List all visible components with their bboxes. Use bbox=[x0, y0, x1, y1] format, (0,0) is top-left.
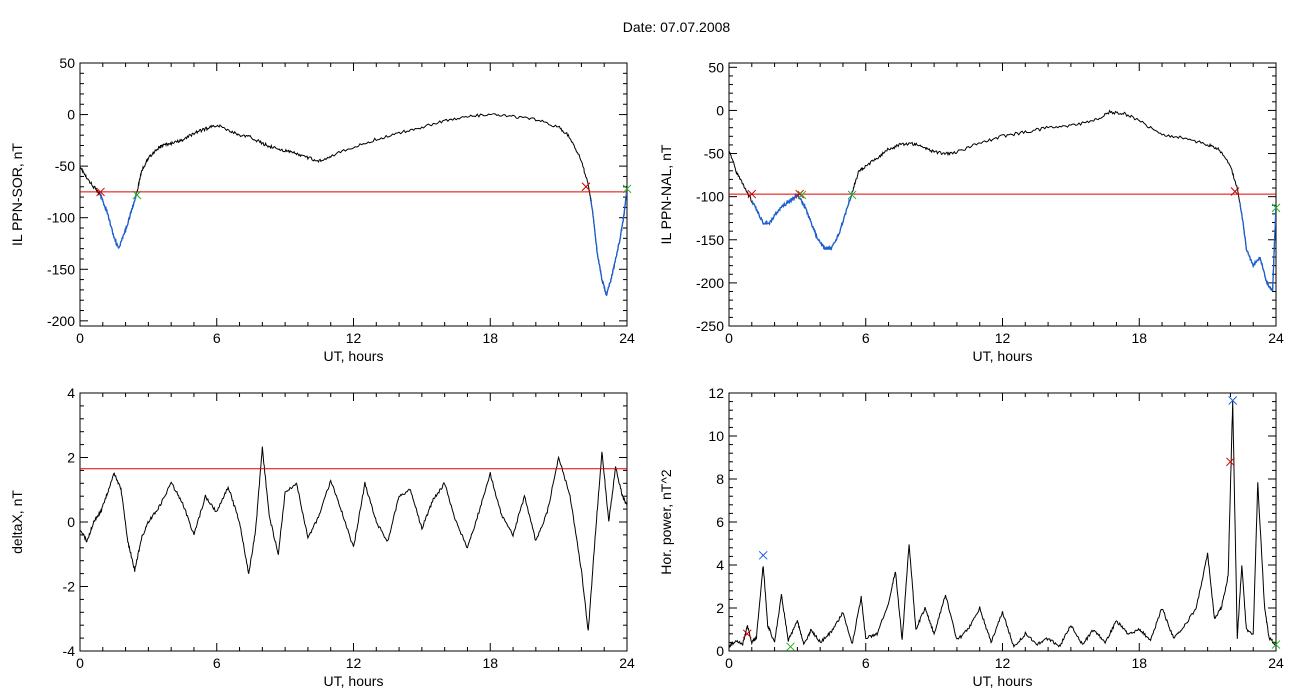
y-tick-label: 4 bbox=[67, 385, 75, 401]
series-line bbox=[729, 400, 1276, 649]
marker-blue bbox=[1228, 396, 1238, 405]
marker-green bbox=[847, 190, 857, 200]
x-tick-label: 18 bbox=[1131, 330, 1147, 346]
marker-green bbox=[132, 190, 142, 200]
figure-title: Date: 07.07.2008 bbox=[622, 19, 731, 35]
y-tick-label: 10 bbox=[708, 428, 724, 444]
highlight-segment bbox=[99, 191, 138, 249]
y-tick-label: -150 bbox=[47, 261, 75, 277]
series-line bbox=[80, 113, 627, 297]
marker-red bbox=[742, 629, 752, 639]
x-tick-label: 12 bbox=[995, 655, 1011, 671]
x-tick-label: 0 bbox=[725, 330, 733, 346]
highlight-segment bbox=[751, 191, 853, 251]
x-tick-label: 18 bbox=[1131, 655, 1147, 671]
x-axis-label: UT, hours bbox=[973, 673, 1033, 689]
y-tick-label: 8 bbox=[716, 471, 724, 487]
y-tick-label: -50 bbox=[55, 158, 75, 174]
x-tick-label: 6 bbox=[213, 330, 221, 346]
y-tick-label: 0 bbox=[67, 514, 75, 530]
y-tick-label: 2 bbox=[67, 450, 75, 466]
y-axis-label: Hor. power, nT^2 bbox=[658, 469, 674, 575]
highlight-segment bbox=[1238, 201, 1276, 292]
y-axis-label: IL PPN-NAL, nT bbox=[658, 144, 674, 244]
series-line bbox=[729, 109, 1276, 292]
y-tick-label: 12 bbox=[708, 385, 724, 401]
y-tick-label: 50 bbox=[59, 55, 75, 71]
marker-green bbox=[1271, 640, 1281, 649]
marker-red bbox=[581, 182, 591, 192]
x-tick-label: 0 bbox=[76, 655, 84, 671]
x-tick-label: 24 bbox=[619, 655, 635, 671]
x-axis-label: UT, hours bbox=[324, 348, 384, 364]
plot-frame bbox=[79, 392, 628, 652]
marker-red bbox=[1226, 457, 1235, 467]
panel-top-left: 0 6 12 18 24 -200 -150 -100 -50 0 50 UT, hours IL PP… bbox=[9, 55, 635, 364]
marker-green bbox=[622, 184, 632, 194]
marker-green bbox=[797, 190, 807, 200]
x-tick-label: 24 bbox=[1268, 655, 1284, 671]
y-tick-label: 0 bbox=[67, 107, 75, 123]
y-tick-label: 0 bbox=[716, 643, 724, 659]
highlight-segment bbox=[589, 188, 627, 297]
y-tick-label: 4 bbox=[716, 557, 724, 573]
y-axis-label: IL PPN-SOR, nT bbox=[9, 143, 25, 246]
y-tick-label: -100 bbox=[47, 210, 75, 226]
x-tick-label: 24 bbox=[1268, 330, 1284, 346]
x-tick-label: 24 bbox=[619, 330, 635, 346]
series-line bbox=[80, 446, 627, 631]
marker-red bbox=[747, 189, 757, 199]
y-tick-label: 6 bbox=[716, 514, 724, 530]
x-axis-label: UT, hours bbox=[973, 348, 1033, 364]
y-tick-label: -2 bbox=[63, 579, 76, 595]
y-tick-label: 2 bbox=[716, 600, 724, 616]
y-tick-label: -50 bbox=[704, 146, 724, 162]
y-tick-label: -150 bbox=[696, 232, 724, 248]
y-tick-label: -4 bbox=[63, 643, 76, 659]
marker-green bbox=[1271, 203, 1281, 213]
y-tick-label: 50 bbox=[708, 59, 724, 75]
x-tick-label: 12 bbox=[346, 330, 362, 346]
x-tick-label: 12 bbox=[346, 655, 362, 671]
marker-blue bbox=[758, 550, 768, 560]
y-tick-label: -100 bbox=[696, 189, 724, 205]
x-tick-label: 6 bbox=[213, 655, 221, 671]
x-tick-label: 12 bbox=[995, 330, 1011, 346]
y-tick-label: -200 bbox=[696, 275, 724, 291]
marker-red bbox=[1230, 187, 1240, 196]
plot-frame bbox=[79, 62, 628, 327]
y-tick-label: 0 bbox=[716, 102, 724, 118]
y-tick-label: -200 bbox=[47, 313, 75, 329]
x-tick-label: 18 bbox=[482, 655, 498, 671]
marker-green bbox=[786, 642, 795, 652]
x-tick-label: 6 bbox=[862, 330, 870, 346]
x-tick-label: 6 bbox=[862, 655, 870, 671]
y-tick-label: -250 bbox=[696, 318, 724, 334]
marker-red bbox=[96, 187, 105, 197]
x-axis-label: UT, hours bbox=[324, 673, 384, 689]
y-axis-label: deltaX, nT bbox=[9, 490, 25, 554]
marker-red bbox=[795, 189, 805, 199]
x-tick-label: 18 bbox=[482, 330, 498, 346]
x-tick-label: 0 bbox=[725, 655, 733, 671]
x-tick-label: 0 bbox=[76, 330, 84, 346]
panel-top-right: 0 6 12 18 24 -250 -200 -150 -100 -50 0 50 UT, hours I… bbox=[658, 59, 1284, 364]
